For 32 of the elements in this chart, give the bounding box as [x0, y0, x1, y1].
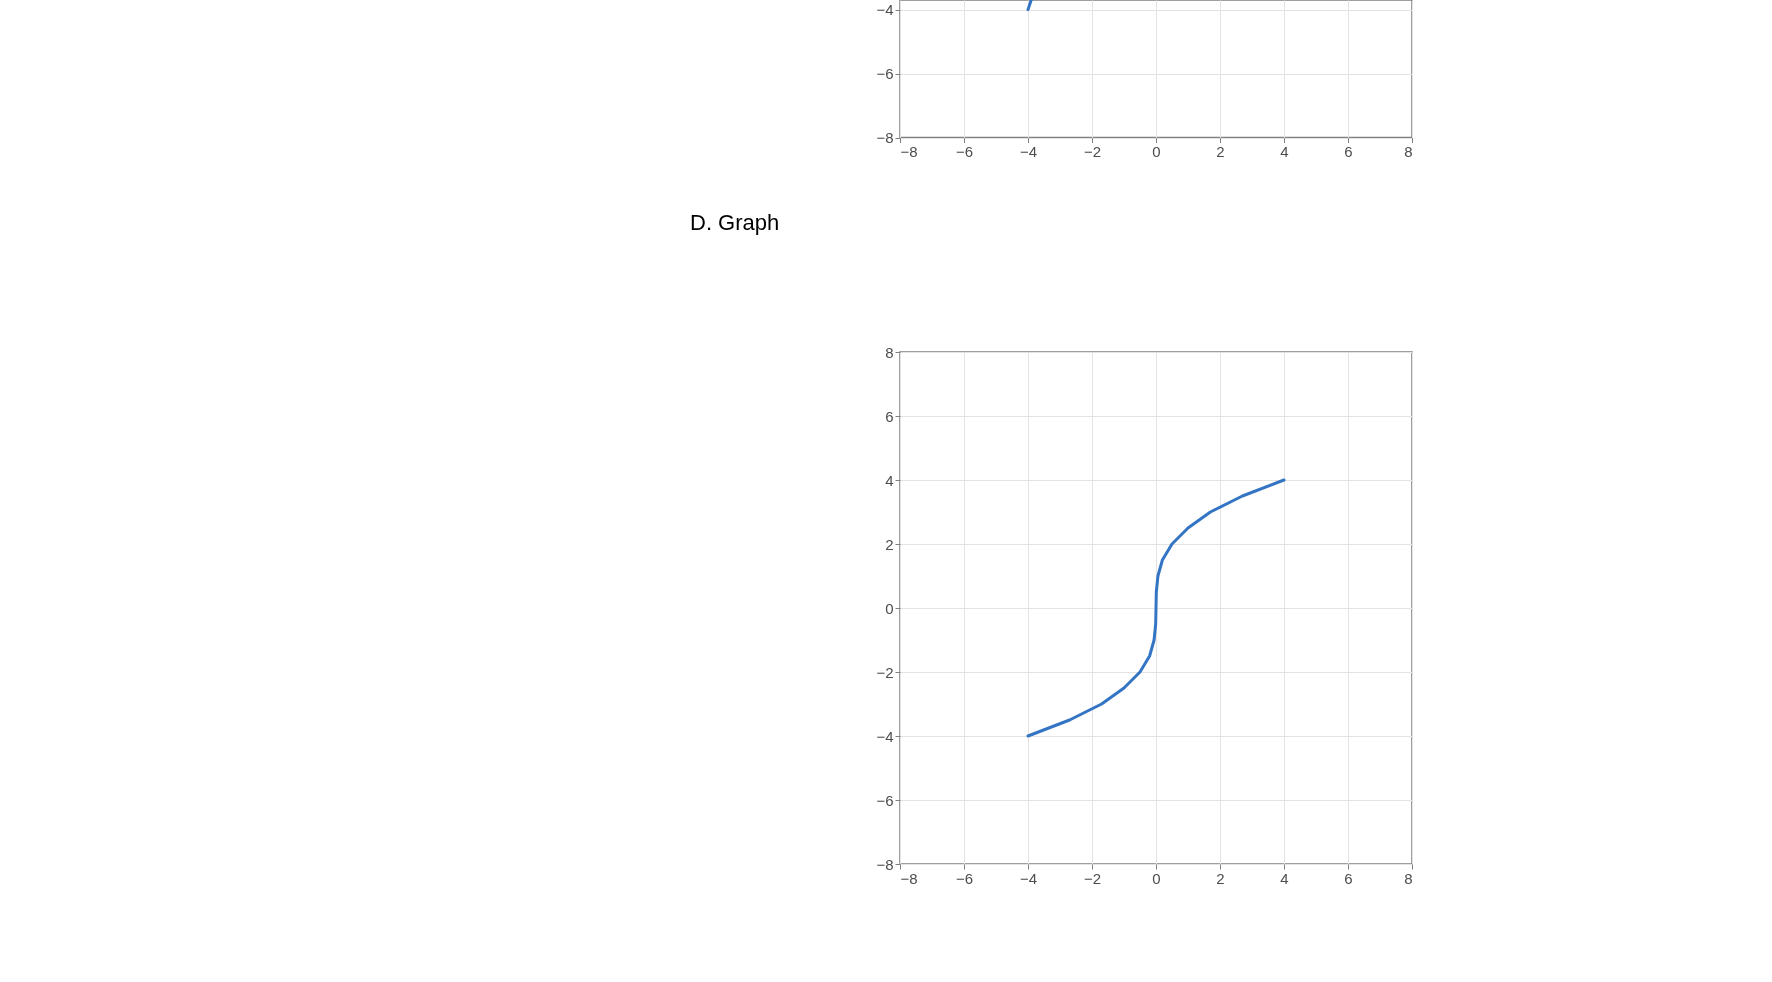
x-tick-label: 6	[1344, 869, 1353, 887]
chart-title: D. Graph	[690, 210, 780, 236]
x-tick-label: −4	[1019, 869, 1038, 887]
x-tick-label: 8	[1404, 869, 1413, 887]
x-tick-label: −2	[1083, 143, 1102, 161]
x-tick-label: −2	[1083, 869, 1102, 887]
y-tick-label: 4	[885, 471, 894, 489]
x-tick-label: 2	[1216, 143, 1225, 161]
y-tick-label: −8	[876, 855, 894, 873]
line-series	[1026, 478, 1286, 738]
x-tick-label: 8	[1404, 143, 1413, 161]
x-tick-label: −8	[900, 143, 918, 161]
y-tick-label: −6	[876, 65, 894, 83]
x-tick-label: 4	[1280, 869, 1289, 887]
y-tick-label: 2	[885, 535, 894, 553]
y-tick-label: −8	[876, 129, 894, 147]
y-tick-label: −2	[876, 663, 894, 681]
x-tick-label: −4	[1019, 143, 1038, 161]
y-tick-label: −6	[876, 791, 894, 809]
y-tick-label: −4	[876, 727, 894, 745]
y-tick-label: −4	[876, 1, 894, 19]
x-tick-label: −6	[955, 143, 974, 161]
x-tick-label: −6	[955, 869, 974, 887]
y-tick-label: 8	[885, 343, 894, 361]
x-tick-label: −8	[900, 869, 918, 887]
x-tick-label: 4	[1280, 143, 1289, 161]
x-tick-label: 6	[1344, 143, 1353, 161]
x-tick-label: 2	[1216, 869, 1225, 887]
x-tick-label: 0	[1152, 143, 1161, 161]
y-tick-label: 6	[885, 407, 894, 425]
x-tick-label: 0	[1152, 869, 1161, 887]
y-tick-label: 0	[885, 599, 894, 617]
